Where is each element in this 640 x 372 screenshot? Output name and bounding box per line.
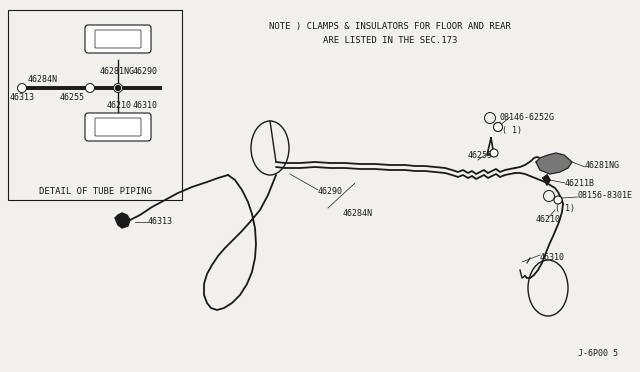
Bar: [8, 10, 182, 200]
Text: ( 1): ( 1): [502, 125, 522, 135]
Text: J-6P00 5: J-6P00 5: [578, 349, 618, 358]
Text: 46255: 46255: [468, 151, 493, 160]
Text: 46290: 46290: [318, 187, 343, 196]
Text: B: B: [547, 193, 551, 199]
Polygon shape: [536, 153, 572, 174]
FancyBboxPatch shape: [95, 30, 141, 48]
Text: 46210: 46210: [107, 102, 132, 110]
Circle shape: [490, 149, 498, 157]
FancyBboxPatch shape: [85, 113, 151, 141]
Text: 46281NG: 46281NG: [585, 160, 620, 170]
Circle shape: [554, 196, 562, 204]
Circle shape: [484, 112, 495, 124]
Polygon shape: [543, 175, 550, 185]
Text: 46210: 46210: [536, 215, 561, 224]
Text: 46313: 46313: [148, 218, 173, 227]
Text: 08156-8301E: 08156-8301E: [578, 192, 633, 201]
Circle shape: [86, 83, 95, 93]
Circle shape: [543, 190, 554, 202]
Circle shape: [113, 83, 122, 93]
Text: 46211B: 46211B: [565, 179, 595, 187]
Text: 46284N: 46284N: [343, 208, 373, 218]
Text: 46284N: 46284N: [28, 76, 58, 84]
Circle shape: [17, 83, 26, 93]
Text: NOTE ) CLAMPS & INSULATORS FOR FLOOR AND REAR: NOTE ) CLAMPS & INSULATORS FOR FLOOR AND…: [269, 22, 511, 31]
Text: 46310: 46310: [540, 253, 565, 263]
Ellipse shape: [251, 121, 289, 175]
Text: 46281NG: 46281NG: [100, 67, 135, 77]
Text: 46290: 46290: [133, 67, 158, 77]
Text: 46310: 46310: [133, 102, 158, 110]
Text: 08146-6252G: 08146-6252G: [499, 112, 554, 122]
Text: S: S: [488, 115, 492, 121]
Text: ( 1): ( 1): [555, 203, 575, 212]
FancyBboxPatch shape: [95, 118, 141, 136]
Polygon shape: [115, 213, 130, 228]
Text: DETAIL OF TUBE PIPING: DETAIL OF TUBE PIPING: [38, 187, 152, 196]
Text: 46313: 46313: [10, 93, 35, 103]
Ellipse shape: [528, 260, 568, 316]
Text: 46255: 46255: [60, 93, 85, 103]
FancyBboxPatch shape: [85, 25, 151, 53]
Circle shape: [115, 86, 120, 90]
Text: ARE LISTED IN THE SEC.173: ARE LISTED IN THE SEC.173: [323, 36, 457, 45]
Circle shape: [493, 122, 502, 131]
